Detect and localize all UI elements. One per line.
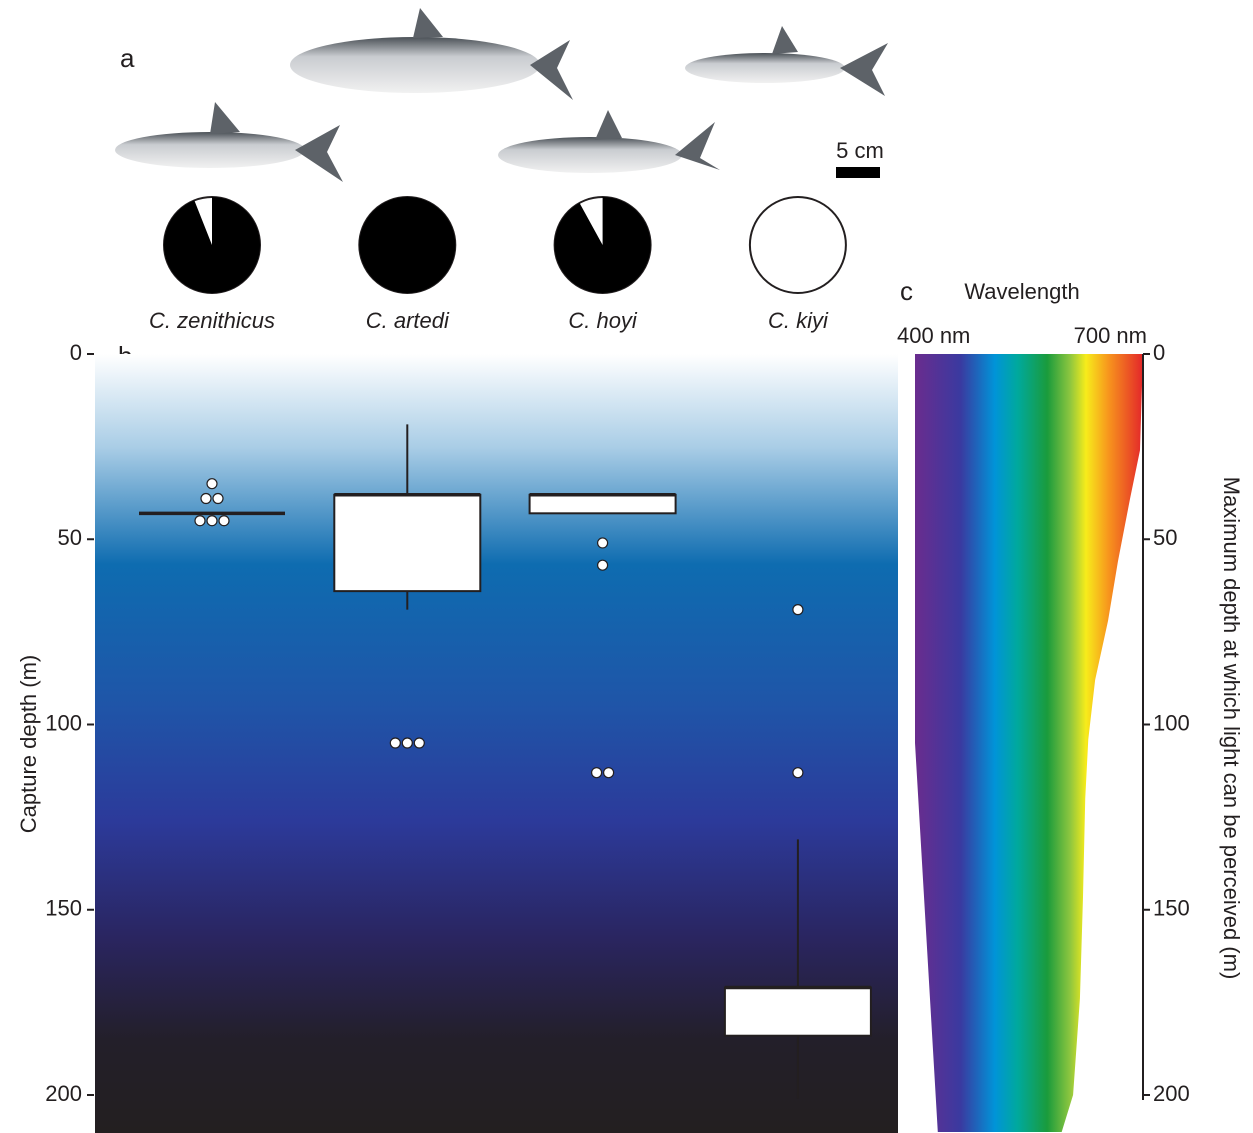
- fish: [685, 26, 888, 96]
- category-label: C. artedi: [366, 308, 450, 333]
- outlier: [390, 738, 400, 748]
- pie-outline: [750, 197, 846, 293]
- y-tick-label: 100: [1153, 710, 1190, 735]
- y-tick-label: 0: [70, 340, 82, 365]
- outlier: [207, 516, 217, 526]
- y-tick-label: 200: [45, 1081, 82, 1106]
- y-tick-label: 150: [1153, 896, 1190, 921]
- y-axis-title: Maximum depth at which light can be perc…: [1219, 477, 1244, 980]
- outlier: [793, 605, 803, 615]
- outlier: [592, 768, 602, 778]
- outlier: [598, 560, 608, 570]
- box: [725, 988, 871, 1036]
- y-tick-label: 0: [1153, 340, 1165, 365]
- pie-slice: [359, 197, 455, 293]
- scale-bar-label: 5 cm: [836, 138, 884, 163]
- outlier: [604, 768, 614, 778]
- fish: [290, 8, 573, 100]
- outlier: [402, 738, 412, 748]
- y-axis-title: Capture depth (m): [16, 655, 41, 834]
- fish-images: [115, 8, 888, 182]
- category-label: C. hoyi: [568, 308, 638, 333]
- outlier: [219, 516, 229, 526]
- chart-title: Wavelength: [964, 279, 1079, 304]
- outlier: [793, 768, 803, 778]
- panel-label: c: [900, 276, 913, 306]
- box: [334, 495, 480, 591]
- outlier: [201, 493, 211, 503]
- pie-slice: [555, 197, 651, 293]
- y-tick-label: 50: [58, 525, 82, 550]
- box: [530, 495, 676, 514]
- light-area: [915, 354, 1143, 1132]
- outlier: [195, 516, 205, 526]
- outlier: [207, 479, 217, 489]
- category-label: C. zenithicus: [149, 308, 275, 333]
- fish: [115, 102, 343, 182]
- outlier: [213, 493, 223, 503]
- y-tick-label: 100: [45, 710, 82, 735]
- y-tick-label: 200: [1153, 1081, 1190, 1106]
- outlier: [598, 538, 608, 548]
- y-tick-label: 50: [1153, 525, 1177, 550]
- category-label: C. kiyi: [768, 308, 829, 333]
- x-tick-label: 700 nm: [1074, 323, 1147, 348]
- page: {"chart_data": [ {"type": "pie", "label"…: [0, 0, 1253, 1133]
- figure: 5 cm a b c Capture depth (m) Wavelength …: [0, 0, 1253, 1133]
- panel-label: a: [120, 43, 135, 73]
- fish: [498, 110, 720, 173]
- x-tick-label: 400 nm: [897, 323, 970, 348]
- scale-bar: [836, 167, 880, 178]
- y-tick-label: 150: [45, 896, 82, 921]
- outlier: [414, 738, 424, 748]
